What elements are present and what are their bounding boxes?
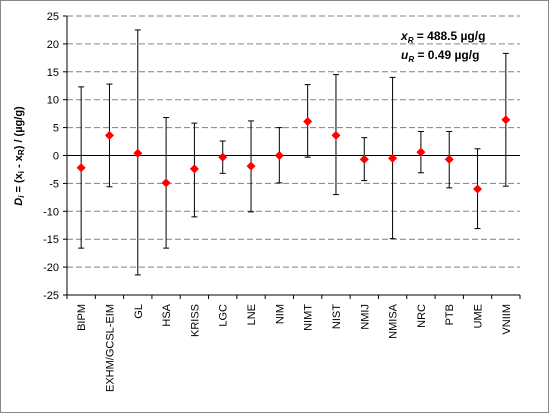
- data-point: [359, 154, 369, 164]
- annotation-xr: xR = 488.5 µg/g: [400, 29, 485, 45]
- y-tick-label: 15: [47, 67, 59, 79]
- x-tick-label: NMIJ: [359, 304, 371, 330]
- data-point: [444, 154, 454, 164]
- y-axis-label: Di = (xi - xR) / (µg/g): [13, 106, 26, 206]
- annotation-ur: uR = 0.49 µg/g: [401, 48, 479, 64]
- y-tick-label: -10: [43, 206, 59, 218]
- data-point: [416, 147, 426, 157]
- x-tick-label: NIST: [331, 304, 343, 329]
- data-point: [331, 130, 341, 140]
- gridlines: [67, 15, 520, 296]
- data-point: [246, 161, 256, 171]
- data-point: [189, 164, 199, 174]
- axes: [63, 15, 521, 299]
- data-point: [76, 163, 86, 173]
- data-point: [473, 184, 483, 194]
- data-point: [218, 152, 228, 162]
- x-tick-label: KRISS: [189, 304, 201, 337]
- data-point: [133, 148, 143, 158]
- y-tick-label: 20: [47, 39, 59, 51]
- y-tick-label: -15: [43, 234, 59, 246]
- error-bars: [78, 29, 509, 276]
- x-tick-label: PTB: [444, 304, 456, 325]
- x-tick-label: LGC: [218, 304, 230, 327]
- data-point: [161, 178, 171, 188]
- x-tick-label: VNIIM: [501, 304, 513, 335]
- y-tick-labels: 25 20 15 10 5 0 -5 -10 -15 -20 -25: [43, 11, 59, 302]
- x-tick-label: GL: [133, 304, 145, 319]
- x-tick-label: BIPM: [76, 304, 88, 331]
- y-tick-label: -25: [43, 290, 59, 302]
- y-tick-label: 10: [47, 95, 59, 107]
- data-points: [76, 115, 511, 194]
- x-tick-label: NMISA: [388, 303, 400, 339]
- data-point: [388, 153, 398, 163]
- x-tick-label: HSA: [161, 303, 173, 326]
- y-tick-label: 0: [53, 151, 59, 163]
- y-tick-label: 5: [53, 123, 59, 135]
- x-tick-labels: BIPM EXHM/GCSL-EIM GL HSA KRISS LGC LNE NIM NIMT…: [76, 303, 513, 392]
- data-point: [501, 115, 511, 125]
- x-tick-label: UME: [473, 304, 485, 328]
- x-tick-label: EXHM/GCSL-EIM: [104, 304, 116, 392]
- data-point: [104, 130, 114, 140]
- x-tick-label: NRC: [416, 304, 428, 328]
- x-tick-label: NIMT: [303, 304, 315, 331]
- x-tick-label: NIM: [274, 304, 286, 324]
- y-tick-label: -20: [43, 262, 59, 274]
- data-point: [303, 116, 313, 126]
- y-tick-label: -5: [49, 178, 59, 190]
- data-point: [274, 151, 284, 160]
- y-tick-label: 25: [47, 11, 59, 23]
- x-tick-label: LNE: [246, 304, 258, 325]
